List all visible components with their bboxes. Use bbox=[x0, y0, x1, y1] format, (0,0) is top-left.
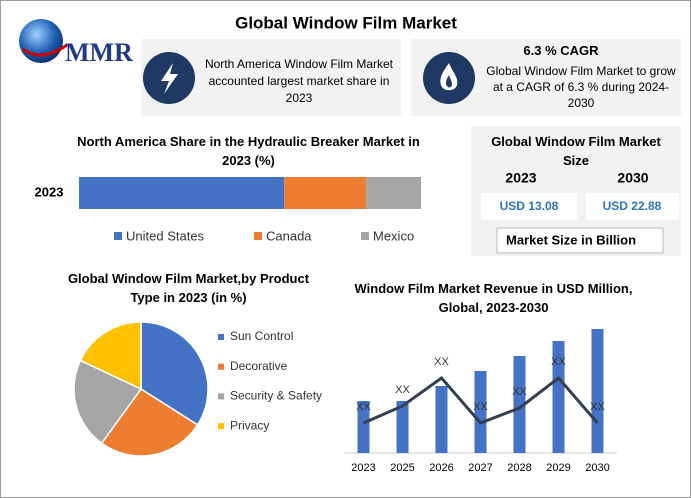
x-tick-label: 2026 bbox=[429, 462, 453, 474]
unit-box bbox=[496, 227, 664, 254]
bar-segment bbox=[284, 177, 367, 209]
highlight-text: North America Window Film Market account… bbox=[204, 57, 394, 105]
legend-swatch bbox=[361, 232, 369, 240]
bar bbox=[435, 386, 448, 453]
x-tick-label: 2027 bbox=[468, 462, 492, 474]
legend-swatch bbox=[114, 232, 122, 240]
highlight-heading: 6.3 % CAGR bbox=[523, 43, 599, 58]
unit-label: Market Size in Billion bbox=[506, 232, 636, 247]
logo-text: MMR bbox=[65, 38, 133, 67]
legend-label: United States bbox=[126, 228, 205, 243]
bar bbox=[396, 401, 409, 453]
bar bbox=[513, 356, 526, 453]
x-tick-label: 2030 bbox=[585, 462, 609, 474]
legend-label: Mexico bbox=[373, 228, 414, 243]
pie-slice bbox=[100, 387, 199, 457]
legend-label: Privacy bbox=[230, 418, 269, 432]
data-label: XX bbox=[551, 356, 566, 368]
legend-swatch bbox=[218, 393, 224, 400]
year-label: 2030 bbox=[617, 170, 648, 186]
bar-segment bbox=[366, 177, 421, 209]
data-label: XX bbox=[356, 401, 371, 413]
legend-label: Canada bbox=[266, 228, 312, 243]
data-label: XX bbox=[590, 401, 605, 413]
x-tick-label: 2023 bbox=[351, 462, 375, 474]
legend-swatch bbox=[218, 423, 224, 430]
bar bbox=[552, 341, 565, 453]
legend-label: Security & Safety bbox=[230, 389, 322, 403]
chart-title: Global Window Film Market,by Product Typ… bbox=[67, 271, 310, 305]
value-box bbox=[481, 193, 577, 220]
logo-swoosh bbox=[22, 43, 68, 57]
line bbox=[362, 375, 599, 425]
size-value: USD 13.08 bbox=[500, 199, 559, 213]
icon-circle bbox=[423, 52, 475, 104]
y-tick-label: 2023 bbox=[35, 184, 64, 199]
legend-swatch bbox=[218, 363, 224, 370]
year-label: 2023 bbox=[505, 170, 536, 186]
flame-icon bbox=[440, 63, 458, 91]
bar bbox=[474, 371, 487, 453]
legend-label: Sun Control bbox=[230, 329, 293, 343]
x-tick-label: 2028 bbox=[507, 462, 531, 474]
x-tick-label: 2025 bbox=[390, 462, 414, 474]
chart-title: North America Share in the Hydraulic Bre… bbox=[77, 134, 420, 168]
data-label: XX bbox=[434, 356, 449, 368]
bar-segment bbox=[79, 177, 285, 209]
bar bbox=[591, 329, 604, 453]
pie-slice bbox=[79, 321, 142, 391]
legend-swatch bbox=[254, 232, 262, 240]
bar bbox=[357, 401, 370, 453]
legend-label: Decorative bbox=[230, 359, 288, 373]
data-label: XX bbox=[395, 384, 410, 396]
data-label: XX bbox=[512, 386, 527, 398]
value-box bbox=[586, 193, 679, 220]
bolt-icon bbox=[161, 63, 178, 94]
legend-swatch bbox=[218, 334, 224, 340]
page-title: Global Window Film Market bbox=[235, 13, 457, 32]
data-label: XX bbox=[473, 401, 488, 413]
size-value: USD 22.88 bbox=[603, 199, 662, 213]
panel-title: Global Window Film Market Size bbox=[491, 134, 661, 168]
x-tick-label: 2029 bbox=[546, 462, 570, 474]
chart-title: Window Film Market Revenue in USD Millio… bbox=[354, 281, 633, 315]
highlight-text: Global Window Film Market to grow at a C… bbox=[486, 64, 676, 110]
